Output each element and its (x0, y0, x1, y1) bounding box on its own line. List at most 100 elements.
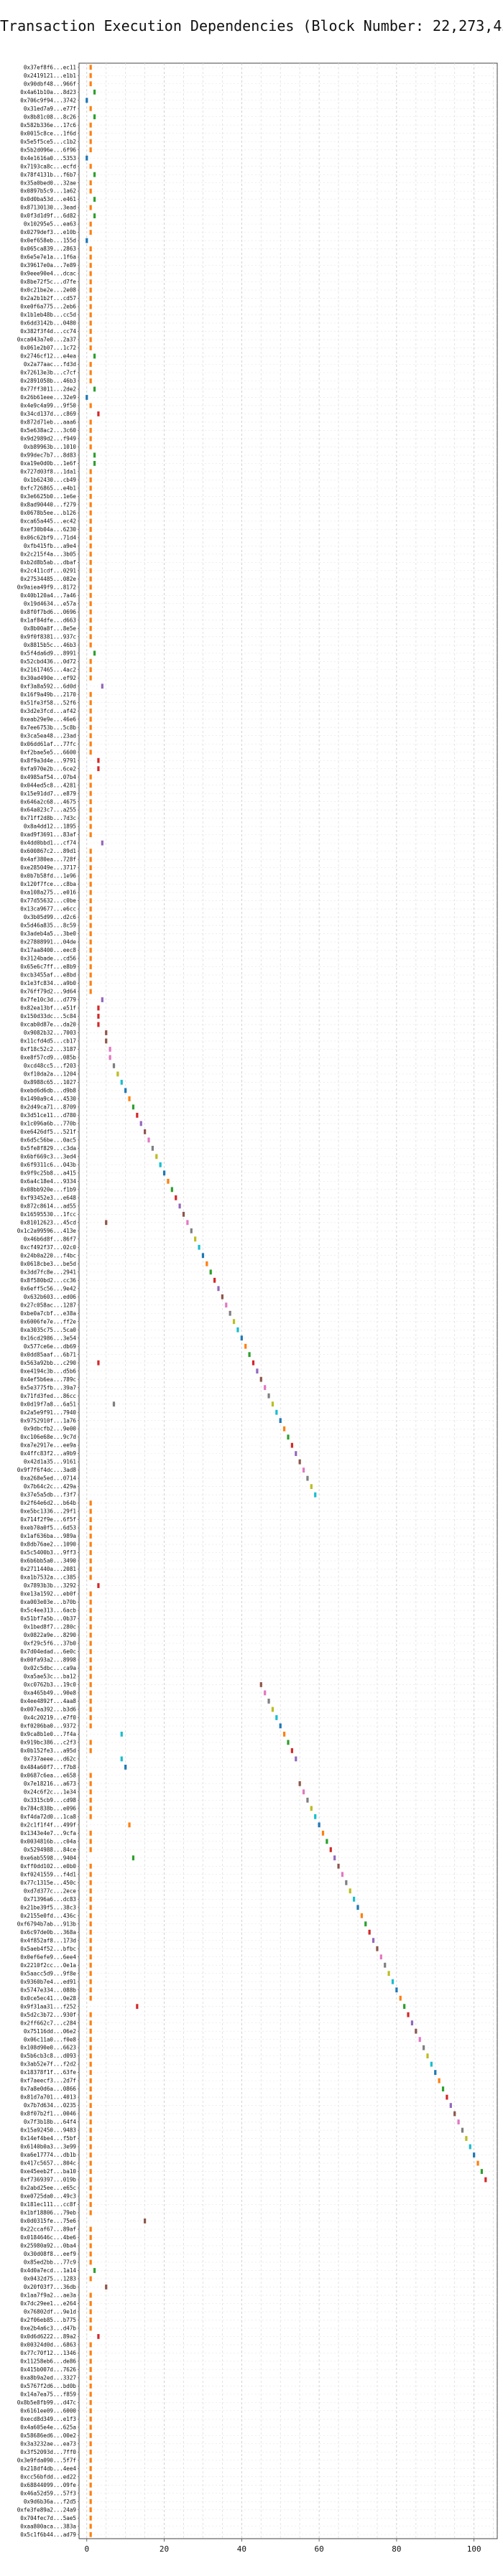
tx-label: 0x9dbcfb2...9e00 (24, 1426, 77, 1432)
dependency-point (298, 1459, 301, 1465)
dependency-point (109, 1055, 111, 1060)
dependency-point (112, 1063, 116, 1068)
dependency-point (484, 2177, 487, 2183)
dependency-point (128, 1096, 131, 1101)
dependency-point (89, 1616, 92, 1621)
dependency-point (89, 1633, 92, 1638)
tx-label: 0x8b81c08...8c26 (24, 113, 77, 120)
tx-label: 0x64a023c7...a255 (20, 807, 76, 813)
tx-label: 0x2c411cdf...0291 (20, 567, 76, 574)
tx-label: 0x42d1a35...9161 (24, 1459, 77, 1465)
tx-label: 0x4af380ea...728f (20, 857, 76, 863)
dependency-point (93, 172, 96, 177)
dependency-point (89, 2251, 92, 2257)
tx-label: 0x7193ca8c...ecfd (20, 163, 76, 169)
tx-label: 0x2c1f1f4f...499f (20, 1821, 76, 1828)
dependency-point (89, 1550, 92, 1555)
dependency-point (89, 981, 92, 986)
dependency-point (310, 1806, 313, 1811)
tx-label: 0x7d04edad...6e0c (20, 1648, 76, 1655)
tx-label: 0x0ef6efe9...6ee4 (20, 1954, 76, 1960)
dependency-point (89, 2020, 92, 2026)
tx-label: 0xcc56bfdd...ed22 (20, 2473, 76, 2480)
dependency-point (89, 2045, 92, 2050)
dependency-point (89, 1600, 92, 1605)
tx-label: 0x6c97de0b...368a (20, 1929, 76, 1936)
dependency-point (101, 997, 103, 1002)
dependency-point (89, 1888, 92, 1894)
tx-label: 0x9360b7e4...ed91 (20, 1979, 76, 1985)
dependency-point (248, 1352, 251, 1358)
tx-label: 0x19d4634...e57a (24, 600, 76, 607)
tx-label: 0x71396a6...dc83 (24, 1896, 76, 1903)
tx-label: 0x87130130...3ead (20, 205, 76, 211)
dependency-point (89, 164, 92, 169)
tx-label: 0x7a8e0d6a...0866 (20, 2086, 76, 2092)
dependency-point (97, 1014, 100, 1019)
tx-label: 0x8b5e8fb99...d47c (17, 2399, 76, 2406)
dependency-point (190, 1228, 193, 1233)
dependency-point (434, 2070, 437, 2076)
dependency-point (89, 774, 92, 780)
tx-label: 0x2711440a...2081 (20, 1566, 76, 1572)
tx-label: 0x415b007d...7626 (20, 2366, 76, 2373)
dependency-point (89, 948, 92, 953)
tx-label: 0x8988c65...1027 (24, 1079, 76, 1086)
dependency-point (89, 2449, 92, 2455)
dependency-point (469, 2144, 471, 2150)
dependency-point (89, 559, 92, 565)
tx-label: 0x181ec111...cc8f (20, 2201, 76, 2208)
dependency-point (89, 1574, 92, 1580)
dependency-point (89, 865, 92, 870)
dependency-point (372, 1938, 375, 1943)
dependency-point (89, 263, 92, 268)
tx-label: 0x06dd61af...77fc (20, 741, 76, 747)
tx-label: 0x39617e0a...7e89 (20, 262, 76, 269)
dependency-point (271, 1707, 274, 1712)
dependency-point (89, 939, 92, 945)
dependency-point (89, 700, 92, 706)
dependency-point (89, 733, 92, 739)
tx-label: 0x14a7ea75...f859 (20, 2391, 76, 2397)
tx-label: 0x7b64c2c...429a (24, 1483, 76, 1490)
tx-label: 0x3e9fda090...5f7f (17, 2457, 76, 2463)
tx-label: 0x8f9a3d4e...9791 (20, 757, 76, 764)
dependency-point (89, 1962, 92, 1968)
dependency-point (89, 873, 92, 879)
tx-label: 0x77c1315e...450c (20, 1880, 76, 1886)
dependency-point (89, 915, 92, 920)
dependency-point (86, 98, 88, 103)
tx-label: 0xa7e2917e...ee9a (20, 1442, 76, 1449)
tx-label: 0x1bed8f7...280c (24, 1624, 76, 1630)
dependency-point (89, 2507, 92, 2513)
tx-label: 0xe13a1592...eb0f (20, 1591, 76, 1597)
dependency-point (89, 1797, 92, 1803)
dependency-point (89, 2193, 92, 2199)
tx-label: 0xa1b7532a...c385 (20, 1574, 76, 1581)
tx-label: 0xf10da2a...1204 (24, 1071, 77, 1078)
dependency-point (89, 1830, 92, 1836)
dependency-point (89, 345, 92, 350)
dependency-point (89, 230, 92, 235)
tx-label: 0x1e3fc834...a9b0 (20, 980, 76, 986)
tx-label: 0x34cd137d...c869 (20, 411, 76, 417)
tx-label: 0x0b152fe3...a95d (20, 1747, 76, 1754)
dependency-point (453, 2111, 456, 2117)
tx-label: 0x3dd7fc8e...2941 (20, 1269, 76, 1275)
dependency-point (89, 1747, 92, 1753)
dependency-point (430, 2061, 433, 2067)
tx-label: 0xa003e03e...b70b (20, 1599, 76, 1605)
tx-label: 0x5d2c3b72...930f (20, 2012, 76, 2018)
dependency-point (379, 1954, 382, 1960)
dependency-point (279, 1418, 282, 1424)
tx-label: 0x21617465...4ac2 (20, 666, 76, 673)
dependency-point (89, 304, 92, 309)
dependency-point (93, 650, 96, 656)
tx-label: 0xa268e5ed...0714 (20, 1475, 76, 1482)
tx-label: 0x0ce5ec41...0e28 (20, 1995, 76, 2002)
dependency-point (89, 1979, 92, 1984)
tx-label: 0x5e3775fb...39a7 (20, 1384, 76, 1391)
dependency-point (89, 1971, 92, 1977)
dependency-point (89, 2351, 92, 2356)
tx-label: 0xef30b04a...6230 (20, 526, 76, 533)
